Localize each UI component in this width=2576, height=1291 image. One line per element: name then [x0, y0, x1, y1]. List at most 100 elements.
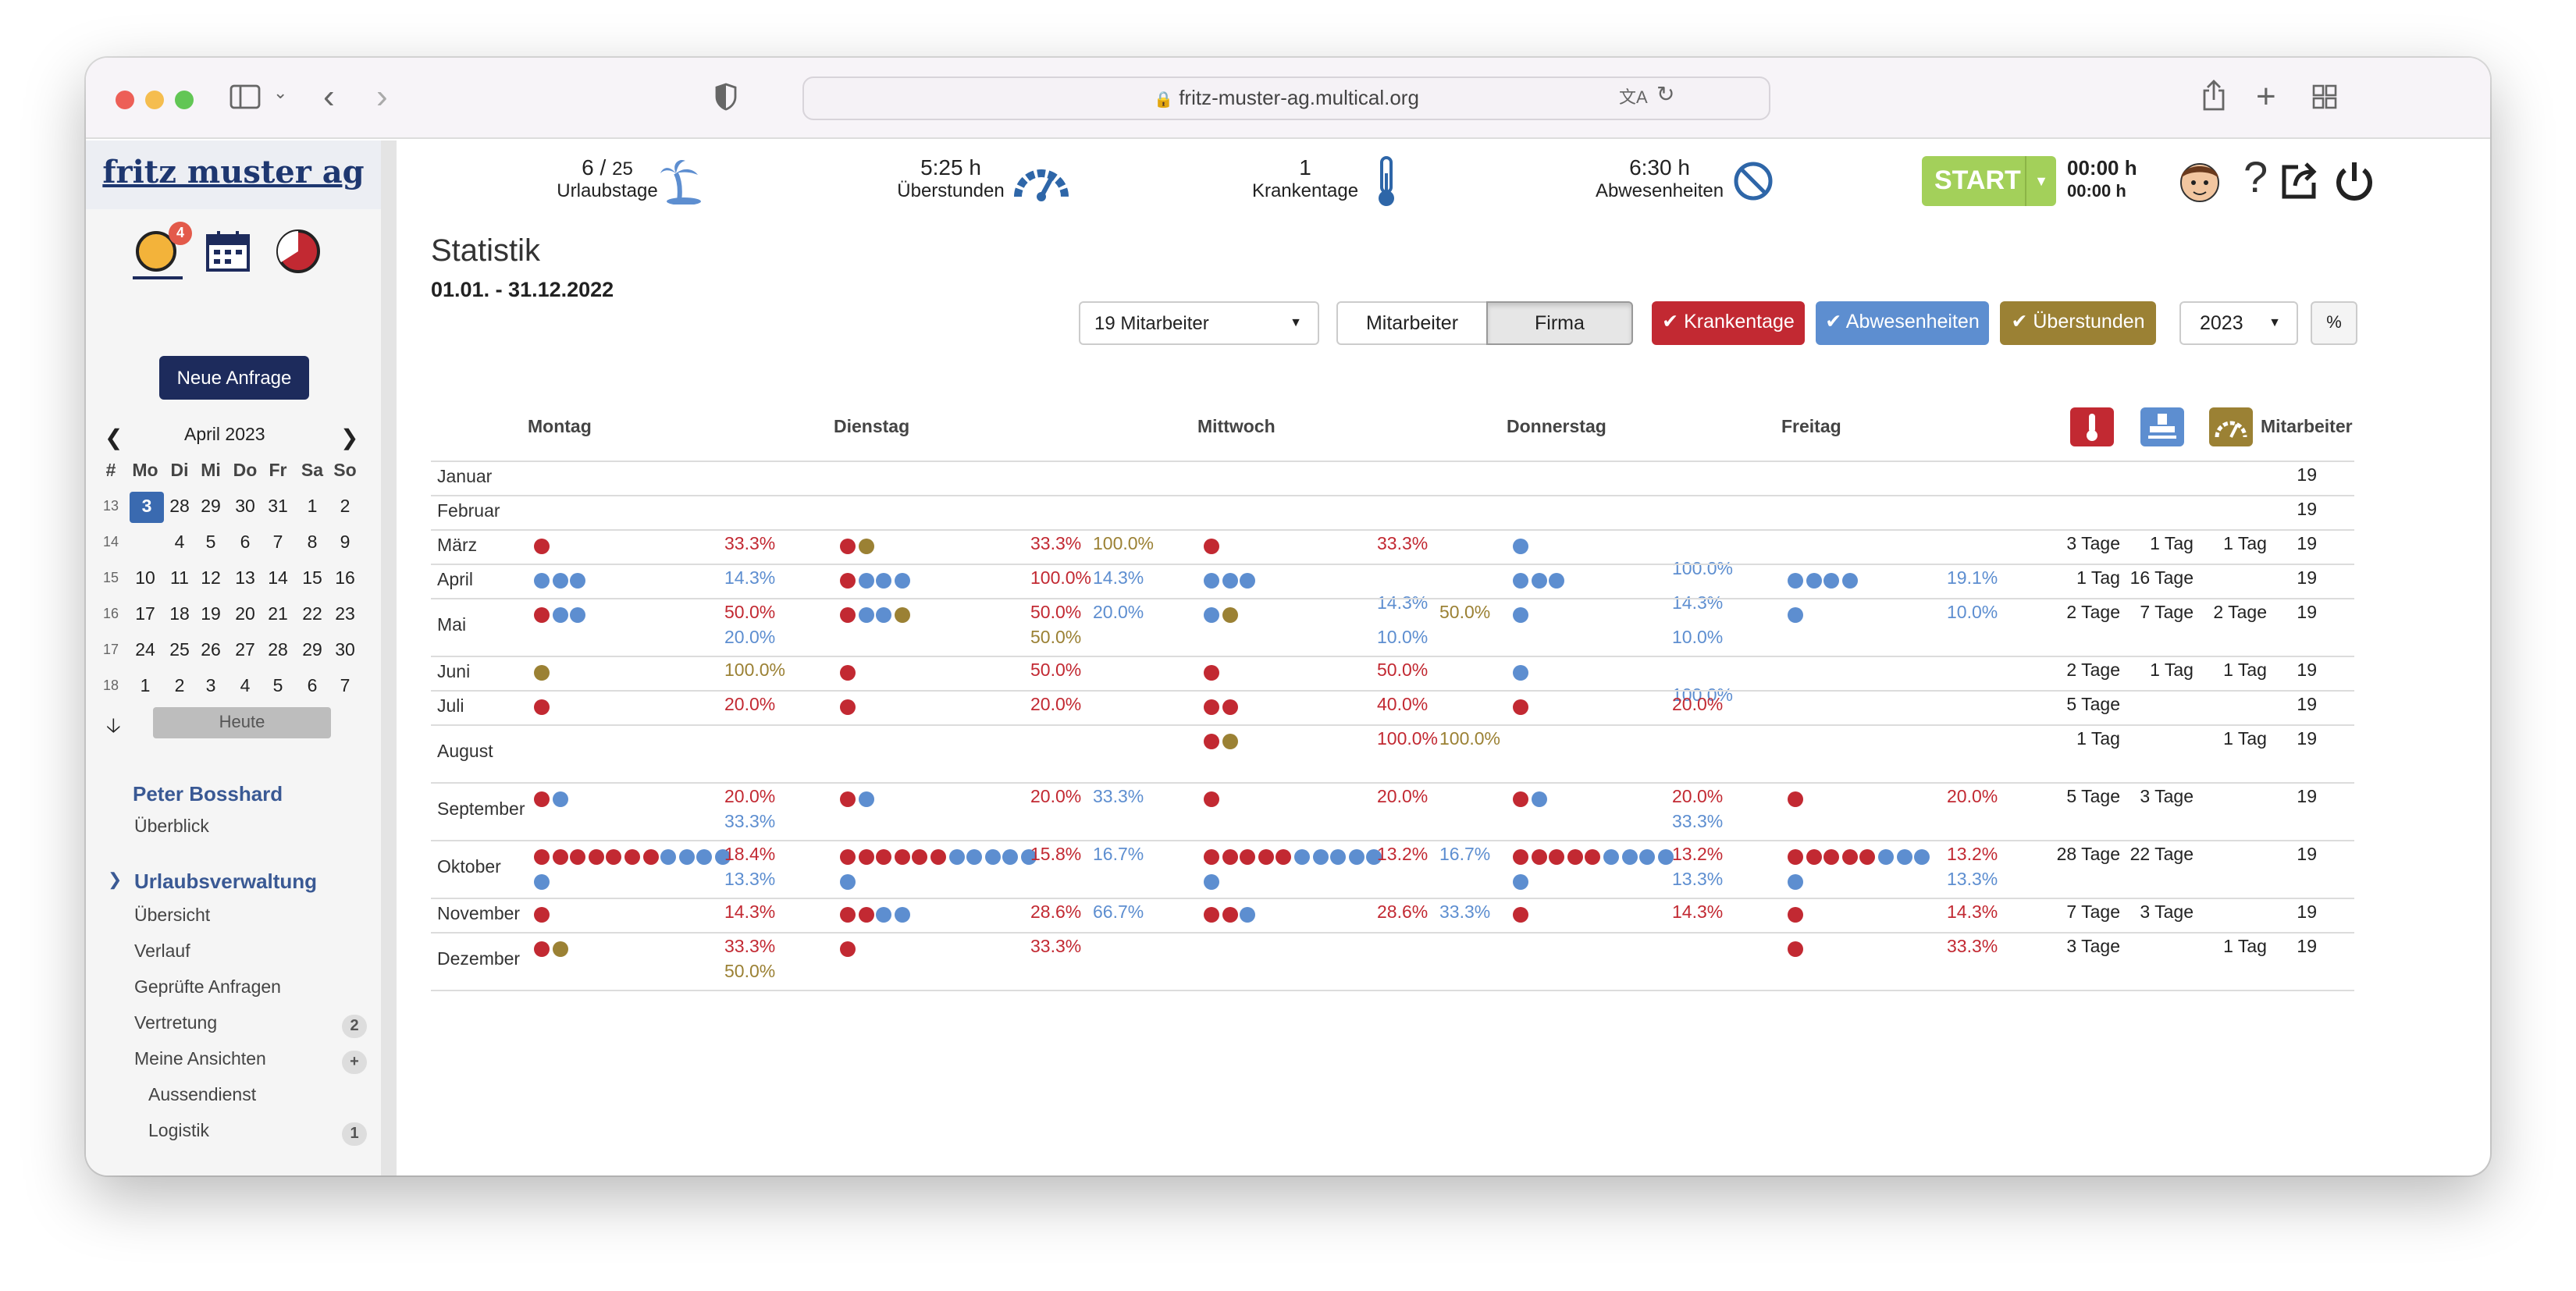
calendar-day[interactable]: 30	[335, 642, 355, 660]
toggle-mitarbeiter[interactable]: Mitarbeiter	[1336, 301, 1488, 345]
close-window-button[interactable]	[116, 91, 134, 109]
calendar-day[interactable]: 28	[169, 498, 190, 517]
calendar-day[interactable]: 23	[335, 606, 355, 624]
stat-krankentage[interactable]: 1 Krankentage	[1243, 155, 1368, 201]
calendar-day[interactable]: 7	[340, 678, 350, 696]
calendar-day[interactable]: 20	[235, 606, 255, 624]
calendar-day[interactable]: 21	[268, 606, 288, 624]
avatar[interactable]	[2176, 156, 2223, 206]
logout-share-icon[interactable]	[2279, 161, 2320, 201]
nav-item[interactable]: Meine Ansichten	[134, 1051, 266, 1069]
calendar-day[interactable]: 22	[302, 606, 322, 624]
translate-icon[interactable]: 文A	[1619, 89, 1648, 108]
calendar-day[interactable]: 29	[302, 642, 322, 660]
power-icon[interactable]	[2334, 159, 2375, 203]
pie-chart-icon[interactable]	[275, 228, 322, 275]
filter-ueberstunden[interactable]: ✔ Überstunden	[2000, 301, 2156, 345]
calendar-day[interactable]: 13	[235, 570, 255, 589]
nav-item[interactable]: Vertretung	[134, 1015, 218, 1033]
start-button[interactable]: START	[1922, 156, 2025, 206]
reload-icon[interactable]: ↻	[1656, 81, 1675, 106]
new-request-button[interactable]: Neue Anfrage	[159, 356, 309, 400]
percent-value: 33.3%	[1030, 535, 1082, 554]
tab-overview-icon[interactable]	[2312, 84, 2337, 109]
calendar-day[interactable]: 6	[307, 678, 318, 696]
stat-dot	[840, 699, 856, 715]
calendar-day[interactable]: 3	[205, 678, 216, 696]
nav-ueberblick[interactable]: Überblick	[134, 818, 209, 837]
stat-dot	[894, 849, 910, 865]
scroll-down-icon[interactable]: 🡣	[106, 713, 121, 737]
calendar-day[interactable]: 19	[201, 606, 221, 624]
company-logo[interactable]: fritz muster ag	[86, 140, 381, 209]
calendar-day[interactable]: 3	[130, 492, 164, 523]
nav-item[interactable]: Aussendienst	[148, 1087, 257, 1105]
percent-value: 33.3%	[1377, 535, 1429, 554]
calendar-day[interactable]: 2	[174, 678, 185, 696]
forward-icon[interactable]: ›	[376, 76, 388, 116]
section-urlaubsverwaltung[interactable]: Urlaubsverwaltung	[134, 870, 318, 893]
toggle-firma[interactable]: Firma	[1486, 301, 1633, 345]
prev-month-icon[interactable]: ❮	[105, 425, 123, 450]
stat-abwesenheiten[interactable]: 6:30 h Abwesenheiten	[1589, 155, 1730, 201]
nav-item[interactable]: Übersicht	[134, 907, 211, 926]
sidebar-toggle-icon[interactable]	[229, 84, 261, 109]
zoom-window-button[interactable]	[175, 91, 194, 109]
calendar-day[interactable]: 10	[135, 570, 155, 589]
calendar-day[interactable]: 9	[340, 534, 350, 553]
share-icon[interactable]	[2201, 80, 2226, 111]
calendar-day[interactable]: 4	[174, 534, 185, 553]
calendar-day[interactable]: 4	[240, 678, 251, 696]
calendar-day[interactable]: 26	[201, 642, 221, 660]
today-button[interactable]: Heute	[153, 707, 331, 738]
calendar-day[interactable]: 17	[135, 606, 155, 624]
calendar-day[interactable]: 5	[205, 534, 216, 553]
percent-toggle[interactable]: %	[2311, 301, 2357, 345]
help-icon[interactable]: ?	[2243, 153, 2268, 201]
stat-urlaubstage[interactable]: 6 / 25 Urlaubstage	[553, 155, 662, 201]
calendar-icon[interactable]	[205, 228, 251, 275]
year-select[interactable]: 2023 ▼	[2179, 301, 2298, 345]
calendar-day[interactable]: 14	[268, 570, 288, 589]
start-dropdown-button[interactable]: ▼	[2025, 156, 2056, 206]
nav-item[interactable]: Geprüfte Anfragen	[134, 979, 281, 998]
calendar-day[interactable]: 1	[140, 678, 151, 696]
calendar-day[interactable]: 24	[135, 642, 155, 660]
back-icon[interactable]: ‹	[323, 76, 335, 116]
calendar-day[interactable]: 11	[170, 570, 189, 589]
calendar-day[interactable]: 28	[268, 642, 288, 660]
stat-ueberstunden[interactable]: 5:25 h Überstunden	[896, 155, 1005, 201]
address-bar[interactable]: 🔒 fritz-muster-ag.multical.org	[802, 76, 1770, 120]
minimize-window-button[interactable]	[145, 91, 164, 109]
calendar-day[interactable]: 15	[302, 570, 322, 589]
calendar-day[interactable]: 12	[201, 570, 221, 589]
shield-icon[interactable]	[715, 83, 737, 111]
nav-count-badge[interactable]: +	[342, 1051, 367, 1074]
calendar-day[interactable]: 27	[235, 642, 255, 660]
calendar-day[interactable]: 31	[268, 498, 288, 517]
calendar-day[interactable]: 1	[307, 498, 318, 517]
nav-item[interactable]: Logistik	[148, 1122, 209, 1141]
next-month-icon[interactable]: ❯	[340, 425, 359, 450]
filter-krankentage[interactable]: ✔ Krankentage	[1652, 301, 1805, 345]
employee-select[interactable]: 19 Mitarbeiter ▼	[1079, 301, 1319, 345]
chevron-down-icon[interactable]: ❯	[108, 871, 123, 890]
total-value: 1 Tag	[2150, 535, 2194, 554]
calendar-day[interactable]: 29	[201, 498, 221, 517]
calendar-day[interactable]: 25	[169, 642, 190, 660]
calendar-day[interactable]: 18	[169, 606, 190, 624]
calendar-day[interactable]: 16	[335, 570, 355, 589]
calendar-day[interactable]: 2	[340, 498, 350, 517]
chevron-down-icon[interactable]: ⌄	[273, 84, 288, 103]
filter-abwesenheiten[interactable]: ✔ Abwesenheiten	[1816, 301, 1989, 345]
calendar-day[interactable]: 6	[240, 534, 251, 553]
calendar-day[interactable]: 5	[272, 678, 283, 696]
user-name[interactable]: Peter Bosshard	[133, 782, 283, 806]
stat-dot	[534, 699, 550, 715]
new-tab-icon[interactable]: +	[2256, 76, 2276, 116]
calendar-day[interactable]: 7	[272, 534, 283, 553]
calendar-day[interactable]: 8	[307, 534, 318, 553]
percent-value: 14.3%	[1947, 904, 1998, 923]
nav-item[interactable]: Verlauf	[134, 943, 190, 962]
calendar-day[interactable]: 30	[235, 498, 255, 517]
